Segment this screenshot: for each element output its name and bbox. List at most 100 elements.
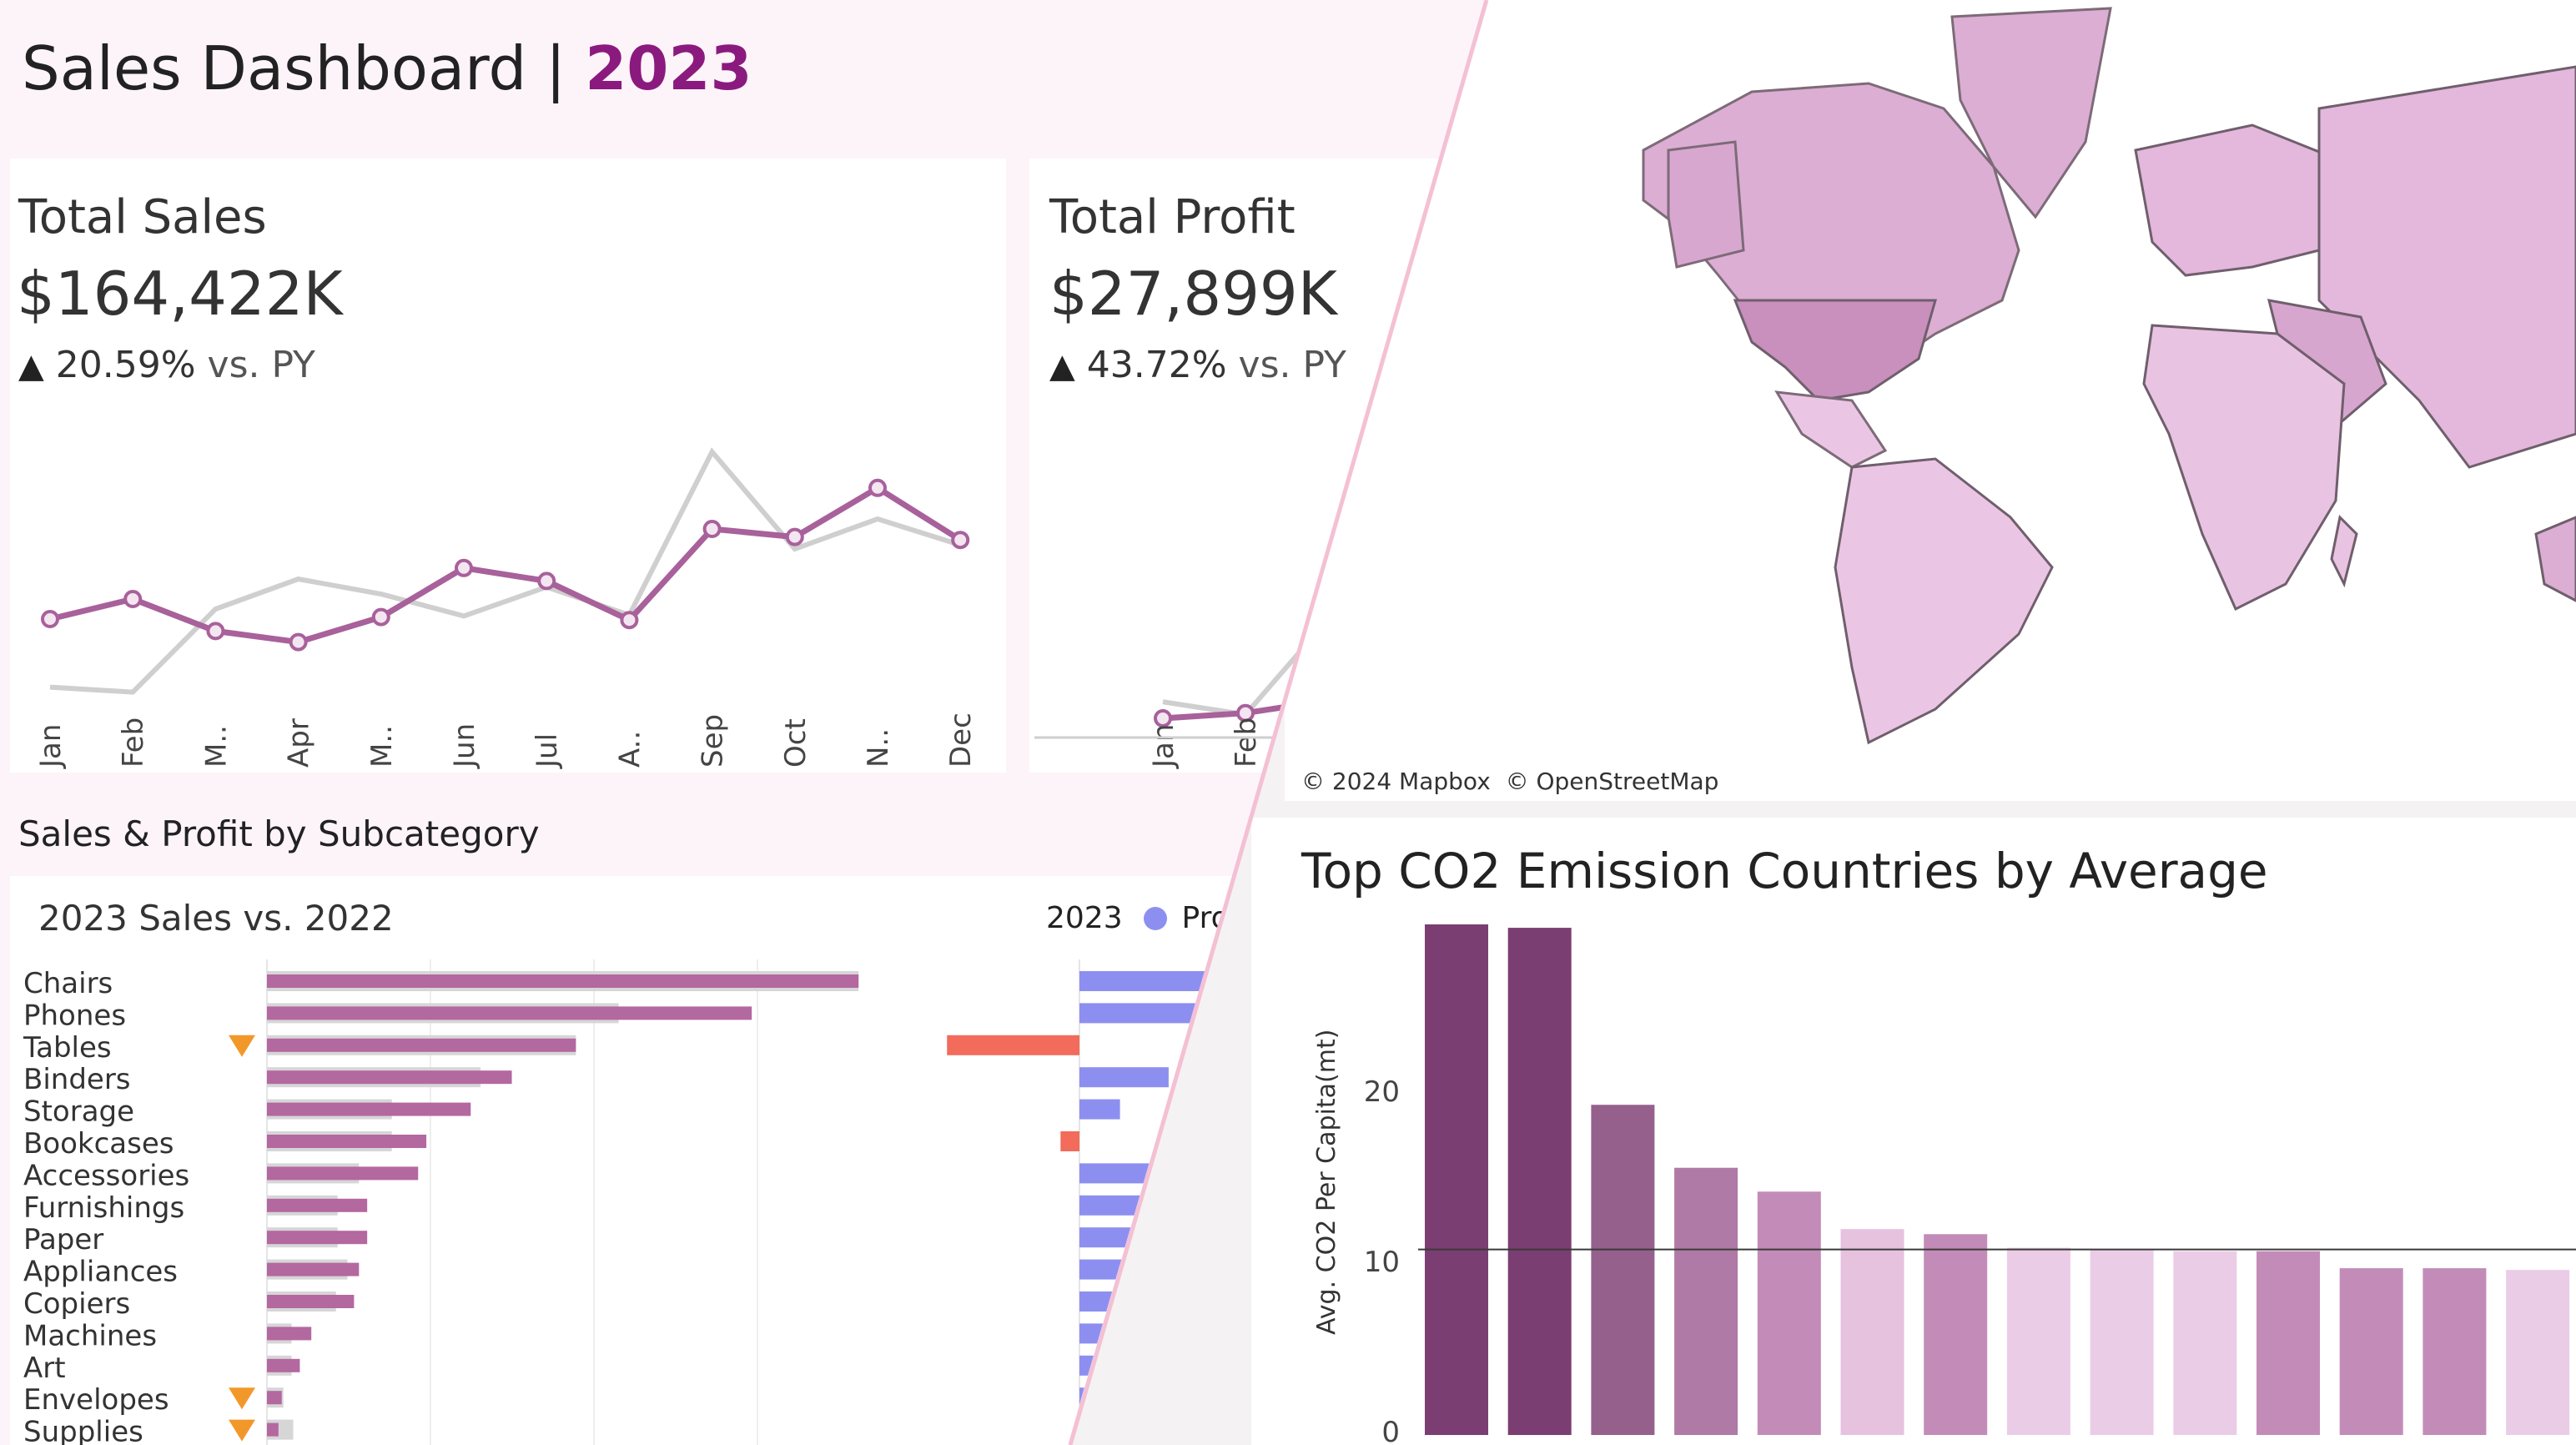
subcategory-label: Phones [23, 999, 126, 1032]
subcategory-bar-chart: ChairsPhonesTablesBindersStorageBookcase… [23, 959, 1215, 1445]
subcategory-label: Accessories [23, 1159, 189, 1192]
subcategory-label: Appliances [23, 1256, 178, 1289]
sales-trend-x-tick: Oct [779, 718, 813, 768]
total-sales-value: $164,422K [17, 259, 343, 329]
subcategory-label: Binders [23, 1063, 131, 1096]
world-map-canvas[interactable] [1285, 0, 2576, 801]
co2-bar [2339, 1268, 2403, 1435]
co2-y-tick: 20 [1364, 1075, 1400, 1109]
subcategory-label: Bookcases [23, 1127, 174, 1161]
sales-trend-x-tick: Jun [448, 723, 481, 769]
co2-bar [2506, 1270, 2570, 1435]
sales-bar-2023 [267, 1391, 282, 1405]
subcategory-label: Storage [23, 1095, 134, 1129]
co2-y-tick: 10 [1364, 1246, 1400, 1279]
co2-y-axis-label: Avg. CO2 Per Capita(mt) [1312, 1030, 1341, 1335]
co2-bar [1757, 1191, 1821, 1435]
up-arrow-icon: ▲ [1049, 347, 1075, 385]
profit-bar [1060, 1131, 1079, 1151]
profit-bar [947, 1035, 1079, 1055]
map-region-mexico[interactable] [1774, 390, 1888, 469]
map-region-greenland[interactable] [1950, 7, 2112, 219]
sales-bar-2023 [267, 1231, 368, 1245]
sales-bar-2023 [267, 1295, 355, 1308]
decline-marker-icon [229, 1035, 255, 1057]
map-region-australia[interactable] [2534, 515, 2576, 603]
total-sales-card[interactable]: Total Sales $164,422K ▲ 20.59% vs. PY Ja… [10, 159, 1006, 773]
total-profit-delta: ▲ 43.72% vs. PY [1049, 344, 1346, 386]
sales-trend-point [455, 558, 473, 577]
sales-bar-2023 [267, 1166, 419, 1181]
total-sales-label: Total Sales [18, 190, 267, 244]
co2-y-tick: 0 [1381, 1416, 1400, 1445]
co2-bar [1674, 1167, 1738, 1435]
decline-marker-icon [229, 1387, 255, 1410]
co2-bar [2173, 1251, 2237, 1435]
sales-bar-2023 [267, 1358, 300, 1372]
profit-header-year: 2023 [1046, 901, 1123, 935]
map-region-asia[interactable] [2317, 65, 2576, 469]
subcategory-label: Tables [23, 1031, 112, 1065]
total-sales-vs: vs. PY [207, 344, 315, 386]
profit-bar [1079, 1163, 1150, 1184]
subcategory-label: Art [23, 1352, 66, 1385]
sales-trend-x-tick: Jul [531, 733, 564, 769]
sales-trend-x-tick: Apr [283, 718, 316, 768]
subcategory-label: Paper [23, 1223, 103, 1256]
total-sales-delta: ▲ 20.59% vs. PY [18, 344, 315, 386]
sales-bar-2023 [267, 1135, 427, 1148]
sales-bar-2023 [267, 1327, 312, 1341]
total-sales-pct: 20.59% [55, 344, 196, 386]
profit-bar [1079, 1227, 1134, 1248]
sales-trend-point [537, 571, 556, 591]
map-region-south-america[interactable] [1834, 457, 2054, 745]
co2-bar [1425, 924, 1488, 1435]
profit-bar [1079, 1003, 1201, 1024]
sales-trend-point [41, 610, 59, 628]
sales-trend-point [868, 478, 887, 497]
subcategory-label: Furnishings [23, 1191, 184, 1225]
sales-chart-header: 2023 Sales vs. 2022 [38, 898, 394, 939]
co2-bar [2423, 1268, 2487, 1435]
up-arrow-icon: ▲ [18, 347, 44, 385]
profit-chart-header: 2023 Prof [1046, 901, 1240, 935]
co2-bar [2090, 1249, 2154, 1435]
total-profit-value: $27,899K [1049, 259, 1337, 329]
subcategory-section-title: Sales & Profit by Subcategory [18, 813, 540, 854]
map-attribution[interactable]: © 2024 Mapbox © OpenStreetMap [1301, 768, 1719, 795]
sales-trend-point [620, 611, 639, 630]
sales-trend-x-tick: M.. [365, 725, 399, 768]
sales-trend-point [123, 590, 143, 608]
subcategory-card: 2023 Sales vs. 2022 2023 Prof Chairs Phon… [10, 876, 1261, 1445]
map-region-madagascar[interactable] [2330, 514, 2358, 588]
sales-bar-2023 [267, 1198, 368, 1212]
sales-trend-point [371, 607, 390, 627]
co2-chart-title: Top CO2 Emission Countries by Average [1301, 843, 2268, 899]
co2-bar [2257, 1251, 2320, 1435]
sales-trend-x-tick: M.. [199, 725, 233, 768]
profit-legend-dot-icon [1144, 907, 1168, 930]
sales-trend-point [951, 531, 970, 550]
sales-trend-x-tick: Sep [697, 714, 730, 768]
sales-bar-2023 [267, 1102, 471, 1116]
sales-bar-2023 [267, 1038, 576, 1052]
sales-trend-chart: Jan Feb M.. Apr M.. Jun Jul A.. Sep Oct N.. Dec [34, 447, 978, 769]
subcategory-label: Supplies [23, 1416, 143, 1445]
map-region-europe[interactable] [2134, 123, 2337, 277]
total-profit-vs: vs. PY [1238, 344, 1346, 386]
page-title: Sales Dashboard | 2023 [22, 33, 752, 103]
profit-bar [1079, 1067, 1169, 1088]
co2-bar [1924, 1234, 1988, 1435]
page-title-year: 2023 [585, 33, 752, 103]
profit-trend-x-tick: Feb [1230, 717, 1263, 768]
sales-trend-x-tick: Feb [117, 717, 150, 768]
map-region-alaska[interactable] [1667, 140, 1745, 269]
sales-trend-x-tick: Jan [34, 724, 68, 769]
map-region-africa[interactable] [2142, 324, 2346, 612]
sales-bar-2023 [267, 1006, 752, 1020]
world-map[interactable]: © 2024 Mapbox © OpenStreetMap [1285, 0, 2576, 801]
profit-trend-point [1154, 709, 1172, 728]
map-region-usa[interactable] [1733, 299, 1937, 402]
profit-bar [1079, 1195, 1145, 1216]
